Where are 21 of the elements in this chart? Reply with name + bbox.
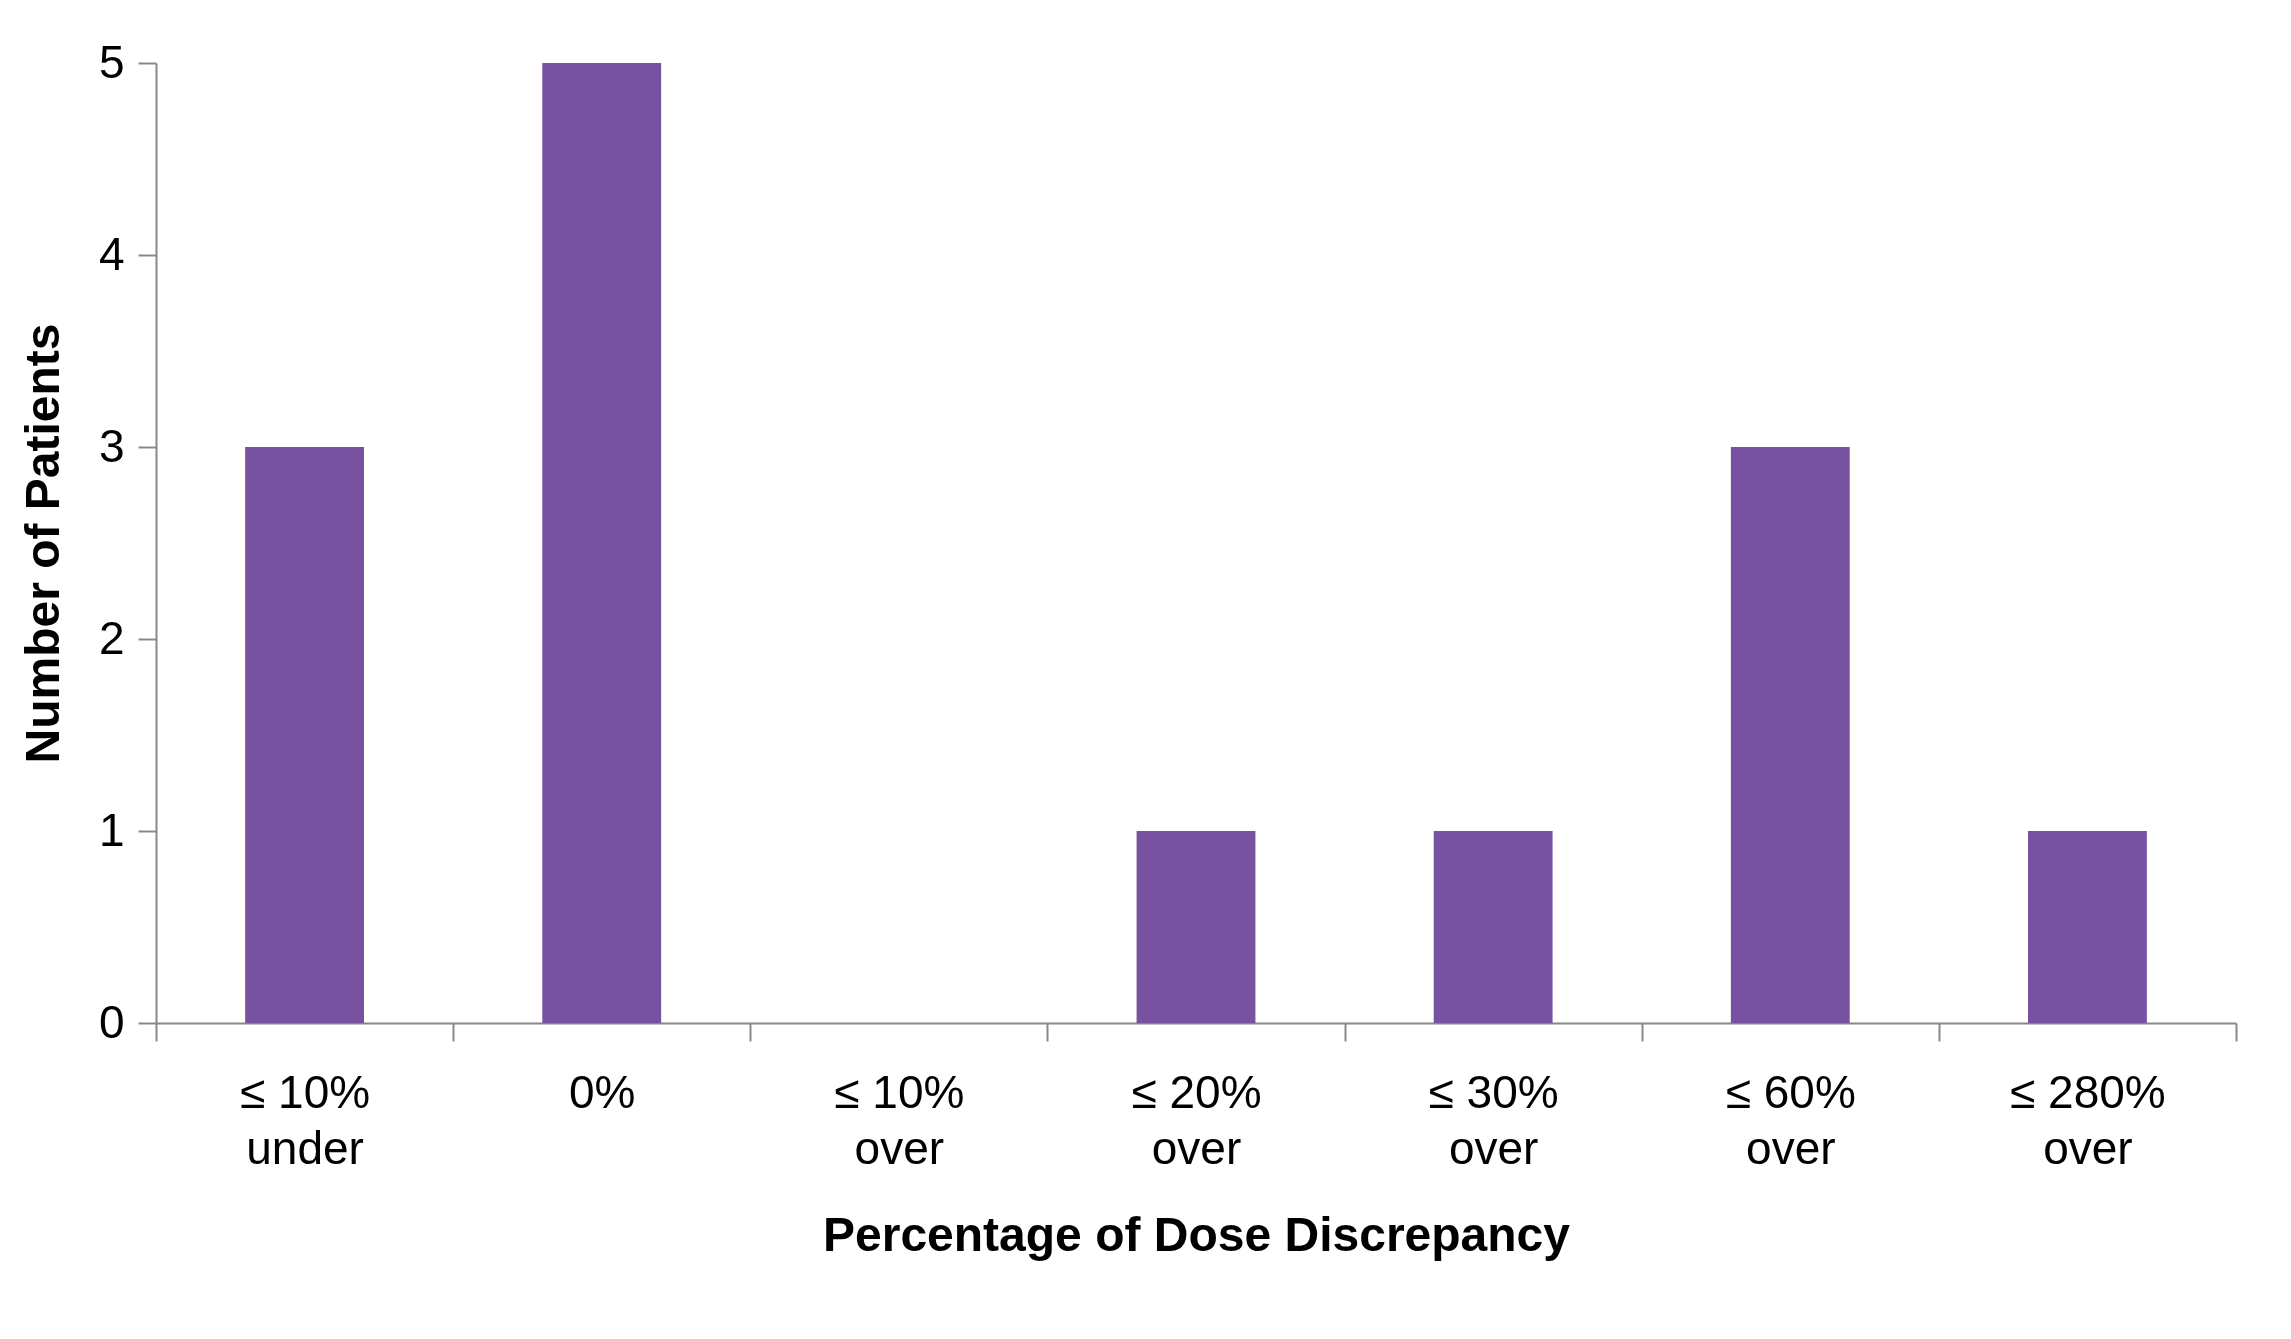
x-tick-label: ≤ 280% over: [2010, 1065, 2166, 1174]
x-tick-label: ≤ 20% over: [1131, 1065, 1262, 1174]
x-tick-label: 0%: [568, 1065, 636, 1118]
bar: [542, 63, 662, 1023]
x-tick-label: ≤ 60% over: [1725, 1065, 1856, 1174]
bar: [1730, 447, 1850, 1023]
x-axis-title: Percentage of Dose Discrepancy: [823, 1207, 1571, 1261]
bar: [2028, 831, 2147, 1023]
y-tick-label: 0: [98, 995, 125, 1048]
y-tick-label: 1: [98, 803, 125, 856]
x-tick-label: ≤ 10% under: [240, 1065, 371, 1174]
y-axis-title: Number of Patients: [15, 323, 69, 764]
y-tick-label: 5: [98, 35, 125, 88]
y-tick-label: 3: [98, 419, 125, 472]
y-tick-label: 4: [98, 227, 125, 280]
bar: [1433, 831, 1553, 1023]
bar: [1136, 831, 1256, 1023]
bar: [245, 447, 364, 1023]
x-tick-label: ≤ 10% over: [834, 1065, 965, 1174]
x-tick-label: ≤ 30% over: [1428, 1065, 1559, 1174]
y-tick-label: 2: [98, 611, 125, 664]
